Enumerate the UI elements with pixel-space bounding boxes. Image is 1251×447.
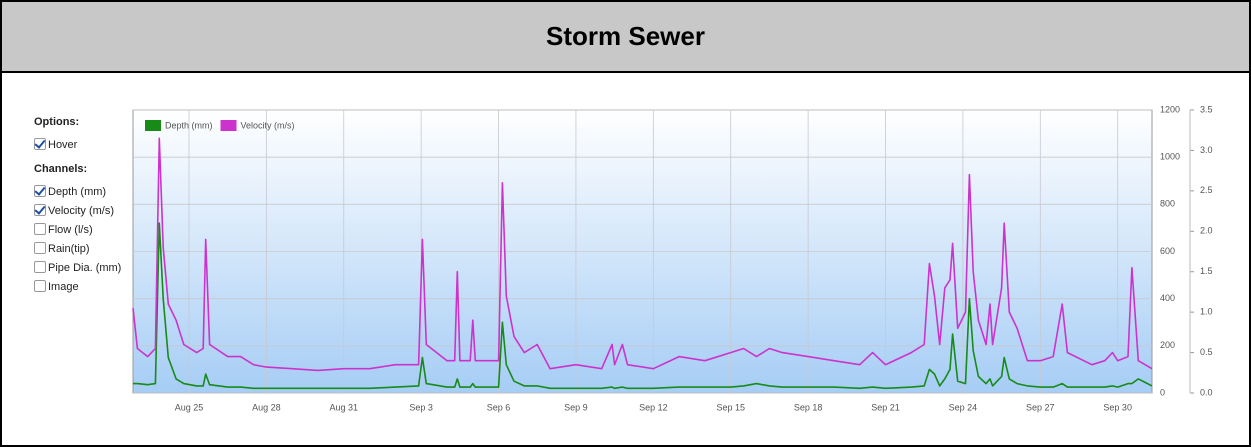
x-tick-label: Sep 30 bbox=[1103, 402, 1132, 412]
x-tick-label: Sep 9 bbox=[564, 402, 588, 412]
legend-label: Velocity (m/s) bbox=[241, 120, 295, 130]
checkbox-row[interactable]: Hover bbox=[34, 136, 121, 155]
x-tick-label: Sep 12 bbox=[639, 402, 668, 412]
checkbox[interactable] bbox=[34, 185, 46, 197]
y-tick-label: 200 bbox=[1160, 340, 1175, 350]
checkbox[interactable] bbox=[34, 280, 46, 292]
checkbox-label[interactable]: Velocity (m/s) bbox=[48, 205, 115, 217]
y-tick-label: 800 bbox=[1160, 199, 1175, 209]
checkbox[interactable] bbox=[34, 242, 46, 254]
options-title: Options: bbox=[34, 116, 80, 128]
series-line bbox=[133, 222, 1153, 390]
y2-tick-label: 3.0 bbox=[1200, 145, 1213, 155]
y-tick-label: 1000 bbox=[1160, 152, 1180, 162]
x-tick-label: Aug 25 bbox=[175, 402, 204, 412]
checkbox-row[interactable]: Rain(tip) bbox=[34, 240, 121, 259]
checkbox[interactable] bbox=[34, 261, 46, 273]
x-tick-label: Sep 18 bbox=[794, 402, 823, 412]
legend-label: Depth (mm) bbox=[165, 120, 213, 130]
checkbox-row[interactable]: Flow (l/s) bbox=[34, 221, 121, 240]
checkbox-label[interactable]: Hover bbox=[48, 139, 78, 151]
checkbox-row[interactable]: Pipe Dia. (mm) bbox=[34, 259, 121, 278]
checkbox[interactable] bbox=[34, 138, 46, 150]
legend-swatch bbox=[145, 120, 161, 131]
y2-tick-label: 2.5 bbox=[1200, 185, 1213, 195]
checkbox[interactable] bbox=[34, 204, 46, 216]
y2-tick-label: 0.0 bbox=[1200, 387, 1213, 397]
y2-tick-label: 1.5 bbox=[1200, 266, 1213, 276]
options-list: Hover bbox=[34, 136, 121, 155]
checkbox-label[interactable]: Flow (l/s) bbox=[48, 224, 93, 236]
checkbox-row[interactable]: Image bbox=[34, 278, 121, 297]
y2-tick-label: 0.5 bbox=[1200, 347, 1213, 357]
x-tick-label: Sep 24 bbox=[949, 402, 978, 412]
x-tick-label: Sep 21 bbox=[871, 402, 900, 412]
y-tick-label: 600 bbox=[1160, 246, 1175, 256]
checkbox-label[interactable]: Pipe Dia. (mm) bbox=[48, 262, 122, 274]
channels-title: Channels: bbox=[34, 163, 88, 175]
checkbox-row[interactable]: Velocity (m/s) bbox=[34, 202, 121, 221]
y-tick-label: 1200 bbox=[1160, 104, 1180, 114]
x-tick-label: Sep 6 bbox=[487, 402, 511, 412]
x-tick-label: Sep 3 bbox=[409, 402, 433, 412]
checkbox-label[interactable]: Image bbox=[48, 281, 79, 293]
checkbox-label[interactable]: Depth (mm) bbox=[48, 186, 107, 198]
checkbox-row[interactable]: Depth (mm) bbox=[34, 183, 121, 202]
y-tick-label: 400 bbox=[1160, 293, 1175, 303]
checkbox[interactable] bbox=[34, 223, 46, 235]
series-line bbox=[132, 137, 1153, 372]
x-tick-label: Aug 31 bbox=[329, 402, 358, 412]
sidebar: Options: Hover Channels: Depth (mm) Veloc… bbox=[34, 116, 121, 297]
y2-tick-label: 1.0 bbox=[1200, 307, 1213, 317]
x-tick-label: Sep 15 bbox=[716, 402, 745, 412]
checkbox-label[interactable]: Rain(tip) bbox=[48, 243, 90, 255]
y-tick-label: 0 bbox=[1160, 387, 1165, 397]
y2-tick-label: 2.0 bbox=[1200, 226, 1213, 236]
legend-swatch bbox=[220, 120, 237, 131]
x-tick-label: Aug 28 bbox=[252, 402, 281, 412]
x-tick-label: Sep 27 bbox=[1026, 402, 1055, 412]
channels-list: Depth (mm) Velocity (m/s) Flow (l/s) Rain(t… bbox=[34, 183, 121, 297]
y2-tick-label: 3.5 bbox=[1200, 104, 1213, 114]
header-title: Storm Sewer bbox=[2, 2, 1249, 73]
